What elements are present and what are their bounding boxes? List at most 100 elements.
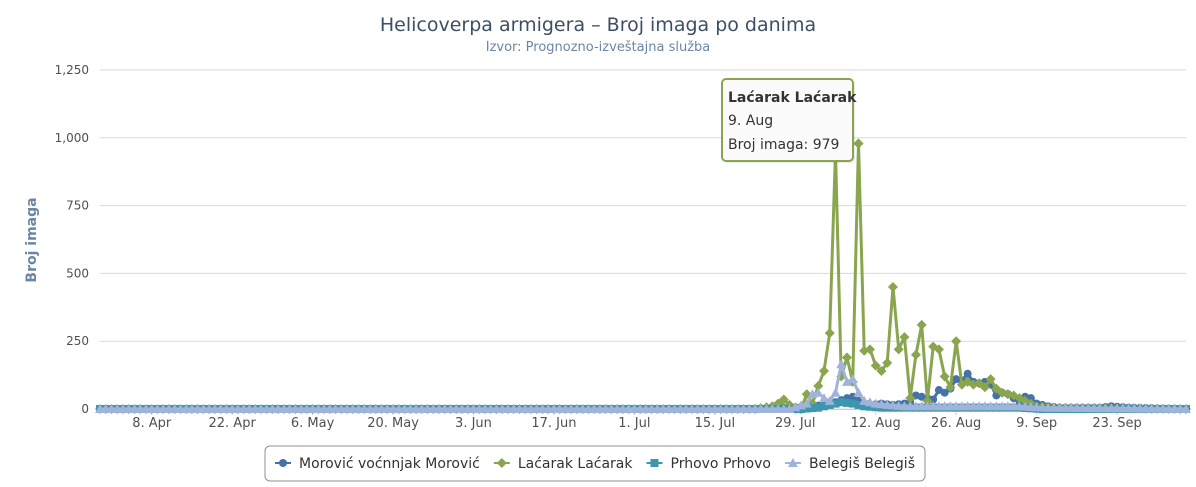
data-point xyxy=(819,393,829,403)
data-point xyxy=(899,332,910,343)
data-point xyxy=(837,398,846,407)
x-tick-label: 17. Jun xyxy=(531,416,576,431)
legend-box xyxy=(264,445,926,482)
legend-item[interactable]: Belegiš Belegiš xyxy=(784,456,915,472)
y-tick-label: 750 xyxy=(66,199,89,213)
data-point xyxy=(945,382,956,393)
legend-label: Belegiš Belegiš xyxy=(809,456,915,472)
data-point xyxy=(841,376,852,386)
data-point xyxy=(985,374,996,385)
x-tick-label: 3. Jun xyxy=(455,416,492,431)
x-tick-label: 12. Aug xyxy=(851,416,901,431)
data-point xyxy=(854,400,863,409)
data-point xyxy=(848,399,857,408)
data-point xyxy=(864,397,875,407)
data-point xyxy=(841,352,852,363)
tooltip: Laćarak Laćarak 9. Aug Broj imaga: 979 xyxy=(721,78,864,163)
series-1 xyxy=(95,138,1191,414)
x-tick-label: 23. Sep xyxy=(1092,416,1141,431)
plot-area[interactable] xyxy=(95,138,1191,414)
x-tick-label: 8. Apr xyxy=(132,416,172,431)
data-point xyxy=(1181,404,1191,413)
x-tick-label: 6. May xyxy=(291,416,335,431)
x-tick-label: 29. Jul xyxy=(775,416,816,431)
data-point xyxy=(808,404,817,413)
legend-marker xyxy=(279,459,287,467)
tooltip-series: Laćarak Laćarak xyxy=(728,90,857,106)
x-tick-label: 15. Jul xyxy=(695,416,736,431)
legend-label: Prhovo Prhovo xyxy=(671,456,771,472)
y-tick-label: 1,000 xyxy=(55,131,89,145)
chart-subtitle: Izvor: Prognozno-izveštajna služba xyxy=(486,40,711,55)
data-point xyxy=(887,281,898,292)
legend: Morović voćnnjak Morović Laćarak Laćarak P… xyxy=(264,445,926,482)
y-tick-label: 500 xyxy=(66,266,89,280)
x-axis: 8. Apr 22. Apr 6. May 20. May 3. Jun 17. Jun 1… xyxy=(132,409,1142,431)
x-tick-label: 20. May xyxy=(367,416,419,431)
x-tick-label: 26. Aug xyxy=(931,416,981,431)
data-point xyxy=(1014,393,1025,404)
legend-label: Laćarak Laćarak xyxy=(518,456,634,472)
data-point xyxy=(814,403,823,412)
data-point xyxy=(824,395,835,405)
data-point xyxy=(801,398,812,408)
data-point xyxy=(831,399,840,408)
data-point xyxy=(939,371,950,382)
data-point xyxy=(870,360,881,371)
legend-item[interactable]: Morović voćnnjak Morović xyxy=(275,456,480,472)
data-point xyxy=(836,359,847,369)
data-point xyxy=(882,357,893,368)
series-line xyxy=(100,362,1187,411)
data-point xyxy=(859,395,870,405)
y-axis: 0 250 500 750 1,000 1,250 xyxy=(55,63,89,416)
data-point xyxy=(933,344,944,355)
tooltip-box xyxy=(721,78,854,162)
data-point xyxy=(916,319,927,330)
data-point xyxy=(865,402,874,411)
data-point xyxy=(910,349,921,360)
data-point xyxy=(813,387,824,397)
data-point xyxy=(905,393,916,404)
x-tick-label: 22. Apr xyxy=(209,416,257,431)
legend-marker xyxy=(650,459,659,467)
x-tick-label: 1. Jul xyxy=(618,416,650,431)
data-point xyxy=(820,402,828,411)
series-3 xyxy=(95,359,1191,413)
highlighted-point xyxy=(853,138,864,149)
data-point xyxy=(922,395,933,406)
data-point xyxy=(830,387,841,397)
tooltip-value: Broj imaga: 979 xyxy=(728,137,839,153)
data-point xyxy=(824,328,835,339)
data-point xyxy=(876,366,887,377)
y-axis-title: Broj imaga xyxy=(24,197,40,282)
data-point xyxy=(893,344,904,355)
data-point xyxy=(860,402,869,411)
data-point xyxy=(802,404,811,413)
y-tick-label: 0 xyxy=(81,402,89,416)
data-point xyxy=(940,388,949,397)
tooltip-date: 9. Aug xyxy=(728,113,773,129)
data-point xyxy=(864,344,875,355)
y-tick-label: 1,250 xyxy=(55,63,89,77)
y-tick-label: 250 xyxy=(66,334,89,348)
series-line xyxy=(100,142,1187,411)
data-point xyxy=(825,400,834,409)
data-point xyxy=(842,398,851,407)
data-point xyxy=(979,382,990,393)
x-tick-label: 9. Sep xyxy=(1016,416,1057,431)
legend-item[interactable]: Prhovo Prhovo xyxy=(646,456,771,472)
data-point xyxy=(819,366,829,377)
data-point xyxy=(813,380,824,391)
legend-label: Morović voćnnjak Morović xyxy=(299,456,480,472)
data-point xyxy=(951,336,962,347)
legend-marker xyxy=(787,458,798,467)
data-point xyxy=(853,387,864,397)
legend-item[interactable]: Laćarak Laćarak xyxy=(493,456,634,472)
chart-title: Helicoverpa armigera – Broj imaga po dan… xyxy=(380,14,816,36)
data-point xyxy=(778,394,789,405)
data-point xyxy=(963,369,972,378)
data-point xyxy=(847,374,858,384)
legend-marker xyxy=(496,458,507,468)
grid xyxy=(100,69,1186,410)
